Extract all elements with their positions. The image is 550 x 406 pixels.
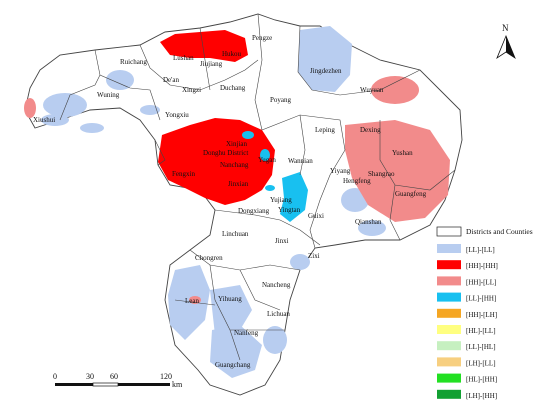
ll-hh-clusters: [242, 131, 308, 222]
place-label: Wuning: [97, 91, 120, 99]
place-label: Shangrao: [368, 170, 395, 178]
place-label: Yihuang: [218, 295, 242, 303]
place-label: Duchang: [220, 84, 246, 92]
place-label: Nanchang: [220, 161, 249, 169]
legend-swatch: [437, 341, 461, 351]
legend-label: [HH]-[LL]: [466, 278, 496, 286]
place-label: Wuyuan: [360, 86, 384, 94]
place-label: Wannian: [288, 157, 313, 165]
legend-label: [HL]-[LL]: [466, 327, 496, 335]
place-label: Leping: [315, 126, 335, 134]
place-label: Linchuan: [222, 230, 249, 238]
scale-unit: km: [172, 380, 183, 389]
legend-label: [LH]-[LL]: [466, 359, 496, 367]
place-label: Guixi: [308, 212, 324, 220]
place-label: Yujiang: [270, 196, 292, 204]
place-label: Dexing: [360, 126, 381, 134]
place-label: Yushan: [392, 149, 413, 157]
legend-swatch-districts: [436, 226, 462, 237]
place-label: Lichuan: [267, 310, 290, 318]
legend-label: [HH]-[HH]: [466, 262, 498, 270]
study-area-outline: [24, 13, 463, 396]
place-label: Fengxin: [172, 170, 195, 178]
legend-label: [HL]-[HH]: [466, 376, 497, 384]
scale-tick: 30: [86, 372, 94, 381]
place-label: Qianshan: [355, 218, 382, 226]
place-labels: Pengze Ruichang Lushan Hukou Jiujiang De…: [33, 34, 427, 369]
place-label: Jingdezhen: [310, 67, 342, 75]
legend-swatch: [437, 357, 461, 367]
north-arrow: N: [496, 23, 516, 60]
legend-swatch: [437, 389, 461, 399]
county-boundaries: [59, 13, 456, 361]
legend-swatch: [437, 260, 461, 270]
legend-swatch: [437, 276, 461, 286]
legend-label: [LL]-[LL]: [466, 246, 495, 254]
place-label: Nanfeng: [234, 329, 259, 337]
place-label: Pengze: [252, 34, 272, 42]
place-label: Xiushui: [33, 116, 55, 124]
north-arrow-label: N: [502, 23, 509, 33]
scale-tick: 0: [53, 372, 57, 381]
scale-tick: 120: [160, 372, 172, 381]
legend-label: [LL]-[HL]: [466, 343, 496, 351]
place-label: Zixi: [308, 252, 320, 260]
scale-bar: 0 30 60 120 km: [53, 372, 183, 389]
place-label: Guangchang: [215, 361, 251, 369]
place-label: Jiujiang: [200, 60, 223, 68]
place-label: De'an: [163, 76, 180, 84]
place-label: Jinxian: [228, 180, 249, 188]
place-label: Chongren: [195, 254, 223, 262]
place-label: Lean: [185, 297, 199, 305]
place-label: Donghu District: [203, 149, 248, 157]
hh-ll-clusters: [24, 76, 450, 304]
place-label: Jinxi: [275, 237, 289, 245]
place-label: Yiyang: [330, 167, 351, 175]
hh-hh-clusters: [158, 30, 275, 205]
legend-title: Districts and Counties: [466, 227, 533, 236]
place-label: Ruichang: [120, 58, 147, 66]
legend-swatch: [437, 292, 461, 302]
place-label: Yugan: [258, 156, 276, 164]
legend: Districts and Counties [LL]-[LL] [HH]-[HH…: [436, 226, 533, 400]
legend-swatch: [437, 373, 461, 383]
place-label: Hengfeng: [343, 177, 371, 185]
place-label: Xingzi: [182, 86, 201, 94]
place-label: Yongxiu: [165, 111, 189, 119]
legend-swatch: [437, 308, 461, 318]
ll-ll-clusters: [41, 26, 412, 378]
place-label: Nancheng: [262, 281, 291, 289]
legend-label: [HH]-[LH]: [466, 311, 497, 319]
place-label: Hukou: [222, 50, 242, 58]
legend-label: [LH]-[HH]: [466, 392, 497, 400]
legend-swatch: [437, 325, 461, 334]
place-label: Poyang: [270, 96, 292, 104]
legend-label: [LL]-[HH]: [466, 295, 496, 303]
place-label: Xinjian: [226, 140, 247, 148]
scale-tick: 60: [110, 372, 118, 381]
place-label: Dongxiang: [238, 207, 270, 215]
place-label: Guangfeng: [395, 190, 427, 198]
legend-swatch: [437, 244, 461, 253]
place-label: Lushan: [173, 54, 194, 62]
place-label: Yingtan: [278, 206, 301, 214]
